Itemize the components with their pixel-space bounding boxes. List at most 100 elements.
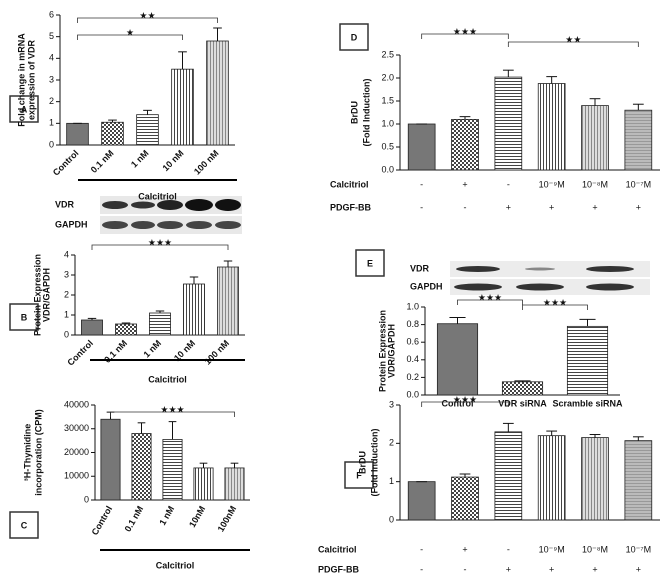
y-tick-label: 0.8 <box>406 319 419 329</box>
bar <box>136 114 159 146</box>
significance-stars: ★★★ <box>160 404 184 414</box>
y-axis-label: Fold change in mRNA <box>16 33 26 127</box>
bar <box>407 123 436 171</box>
x-tick-label: Control <box>90 504 115 537</box>
y-tick-label: 1 <box>389 476 394 486</box>
panel-label: A <box>21 104 28 114</box>
panel-label-box <box>9 303 39 331</box>
blot-label: GAPDH <box>55 219 88 229</box>
bar <box>206 40 229 146</box>
y-tick-label: 2 <box>389 438 394 448</box>
significance-bracket <box>507 41 639 47</box>
y-tick-label: 0 <box>64 329 69 339</box>
error-bar <box>546 430 558 436</box>
y-axis-label: ³H-Thymidine <box>22 424 32 482</box>
y-tick-label: 10000 <box>64 471 89 481</box>
treatment-value: 10⁻⁹M <box>539 179 565 189</box>
y-tick-label: 0.4 <box>406 354 419 364</box>
significance-stars: ★★★ <box>543 297 567 307</box>
error-bar <box>230 462 239 468</box>
bar <box>494 76 523 171</box>
treatment-value: - <box>464 564 467 574</box>
panel-label-box <box>9 511 39 539</box>
y-axis-label: Protein Expression <box>32 254 42 336</box>
treatment-value: 10⁻⁷M <box>626 179 652 189</box>
error-bar <box>137 422 146 434</box>
treatment-name: Calcitriol <box>318 544 357 554</box>
bar <box>162 439 183 501</box>
y-tick-label: 0.0 <box>406 389 419 399</box>
y-axis-label: VDR/GAPDH <box>41 268 51 322</box>
bar <box>451 476 479 521</box>
treatment-value: - <box>420 544 423 554</box>
bar <box>624 440 653 521</box>
panel-label: F <box>356 470 362 480</box>
y-axis-label: Protein Expression <box>377 310 387 392</box>
panel-label: D <box>351 32 358 42</box>
treatment-name: PDGF-BB <box>318 564 359 574</box>
y-tick-label: 3 <box>64 269 69 279</box>
y-tick-label: 2 <box>64 289 69 299</box>
bar <box>581 105 609 171</box>
bar <box>183 283 205 336</box>
bar <box>100 418 121 501</box>
x-tick-label: Control <box>65 338 95 368</box>
error-bar <box>459 116 471 120</box>
bar <box>537 435 566 521</box>
error-bar <box>155 310 165 313</box>
bar <box>66 122 89 146</box>
x-axis-label: Calcitriol <box>148 374 187 384</box>
x-tick-label: 1 nM <box>157 504 176 527</box>
error-bar <box>189 276 199 284</box>
y-tick-label: 2.5 <box>381 49 394 59</box>
significance-stars: ★★ <box>565 34 581 44</box>
x-tick-label: 10nM <box>187 504 207 529</box>
bar <box>494 431 523 521</box>
treatment-value: + <box>549 202 554 212</box>
bar <box>193 467 214 501</box>
x-tick-label: 0.1 nM <box>123 504 146 533</box>
bar <box>566 325 609 396</box>
y-axis-label: BrDU <box>349 101 359 124</box>
error-bar <box>589 98 601 106</box>
y-tick-label: 1.0 <box>406 301 419 311</box>
x-tick-label: VDR siRNA <box>498 398 547 408</box>
y-tick-label: 1 <box>49 118 54 128</box>
significance-bracket <box>91 244 229 250</box>
treatment-value: 10⁻⁹M <box>539 544 565 554</box>
error-bar <box>108 119 117 123</box>
y-axis-label: BrDU <box>357 451 367 474</box>
error-bar <box>121 322 131 324</box>
panel-label-box <box>9 95 39 123</box>
significance-stars: ★★★ <box>478 292 502 302</box>
significance-bracket <box>421 401 509 407</box>
bar <box>101 121 124 146</box>
blot-label: VDR <box>55 199 75 209</box>
significance-bracket <box>457 299 523 305</box>
treatment-value: + <box>549 564 554 574</box>
error-bar <box>502 69 514 78</box>
bar <box>149 312 171 336</box>
y-tick-label: 0.2 <box>406 372 419 382</box>
x-axis-label: Calcitriol <box>156 560 195 570</box>
panel-label-box <box>355 249 385 277</box>
error-bar <box>87 317 97 320</box>
y-tick-label: 6 <box>49 9 54 19</box>
x-tick-label: 1 nM <box>129 148 151 170</box>
panel-label: E <box>367 258 373 268</box>
treatment-value: - <box>420 202 423 212</box>
treatment-value: + <box>636 202 641 212</box>
x-tick-label: Control <box>51 148 81 178</box>
treatment-value: + <box>506 564 511 574</box>
bar <box>407 481 436 521</box>
treatment-value: - <box>420 564 423 574</box>
treatment-value: 10⁻⁷M <box>626 544 652 554</box>
bar <box>217 266 239 336</box>
y-tick-label: 0 <box>389 514 394 524</box>
x-tick-label: Control <box>442 398 474 408</box>
x-tick-label: 10 nM <box>160 148 185 173</box>
significance-bracket <box>522 304 588 310</box>
significance-stars: ★ <box>126 27 134 37</box>
error-bar <box>168 421 177 440</box>
